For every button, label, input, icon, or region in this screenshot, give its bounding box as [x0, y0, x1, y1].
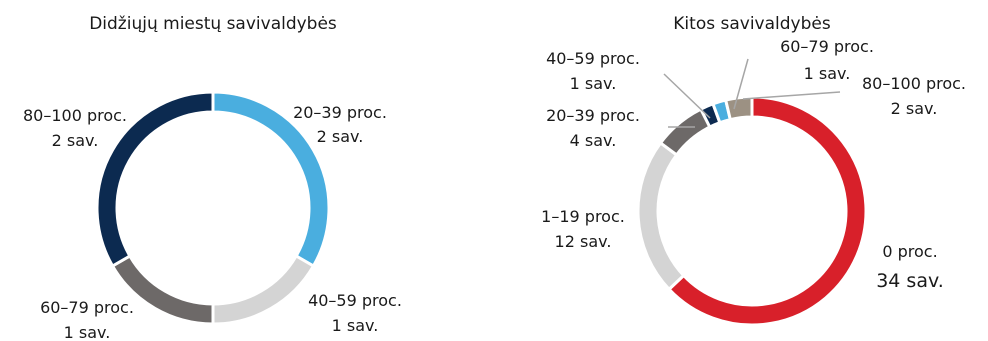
donut-1-label-4-category: 60–79 proc.: [780, 37, 874, 56]
slice-labels: 20–39 proc. 2 sav. 40–59 proc. 1 sav. 60–79 …: [23, 37, 966, 341]
donut-1-slice-1: [636, 140, 686, 292]
leader-line-2: [733, 58, 749, 110]
leader-line-3: [742, 91, 841, 100]
donut-1-label-2-category: 20–39 proc.: [546, 106, 640, 125]
donut-0-label-0-value: 2 sav.: [317, 127, 364, 146]
chart-title-right: Kitos savivaldybės: [673, 14, 831, 34]
donut-1-label-3-category: 40–59 proc.: [546, 49, 640, 68]
donut-right: [636, 95, 868, 327]
donut-0-label-1-value: 1 sav.: [332, 316, 379, 335]
donut-0-label-3-category: 80–100 proc.: [23, 106, 127, 125]
donut-1-label-3-value: 1 sav.: [570, 74, 617, 93]
chart-title-left: Didžiųjų miestų savivaldybės: [89, 14, 337, 34]
donut-0-label-1-category: 40–59 proc.: [308, 291, 402, 310]
donut-0-label-3-value: 2 sav.: [52, 131, 99, 150]
donut-1-label-4-value: 1 sav.: [804, 64, 851, 83]
leader-lines: [663, 58, 841, 128]
donut-0-slice-1: [211, 253, 316, 326]
donut-1-label-0-value: 34 sav.: [876, 270, 944, 292]
donut-1-label-0-category: 0 proc.: [882, 242, 937, 261]
donut-0-label-0-category: 20–39 proc.: [293, 103, 387, 122]
donut-1-slice-5: [723, 95, 754, 122]
donut-1-label-1-value: 12 sav.: [555, 232, 612, 251]
donut-0-slice-3: [95, 90, 215, 269]
donut-1-slice-2: [658, 107, 712, 157]
donut-1-label-2-value: 4 sav.: [570, 131, 617, 150]
donut-0-label-2-category: 60–79 proc.: [40, 298, 134, 317]
donut-left: [95, 90, 331, 326]
donut-1-label-5-category: 80–100 proc.: [862, 74, 966, 93]
leader-line-1: [663, 73, 711, 119]
donut-1-label-5-value: 2 sav.: [891, 99, 938, 118]
donut-0-label-2-value: 1 sav.: [64, 323, 111, 341]
donut-1-label-1-category: 1–19 proc.: [541, 207, 625, 226]
